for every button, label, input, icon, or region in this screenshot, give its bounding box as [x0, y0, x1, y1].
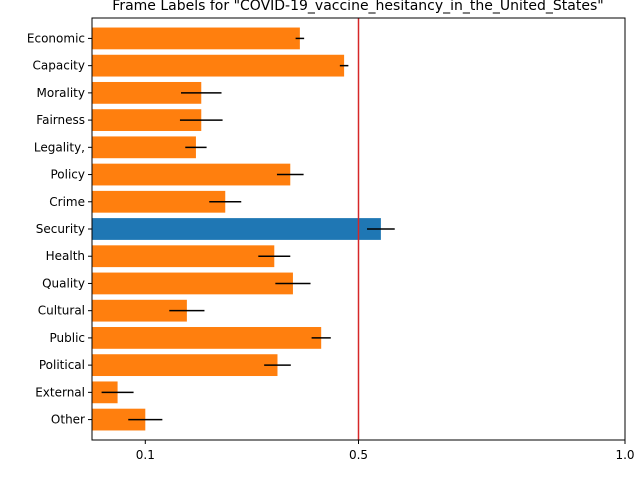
bar-0 [92, 27, 300, 50]
x-tick-label-0: 0.1 [136, 448, 155, 462]
bar-12 [92, 354, 278, 377]
chart-title: Frame Labels for "COVID-19_vaccine_hesit… [112, 0, 603, 14]
bar-11 [92, 327, 322, 349]
bar-8 [92, 245, 275, 268]
bar-9 [92, 272, 293, 295]
y-tick-label-6: Crime [49, 195, 85, 209]
y-tick-label-12: Political [39, 358, 85, 372]
y-tick-label-2: Morality [37, 86, 85, 100]
y-tick-label-13: External [35, 385, 85, 399]
y-tick-label-10: Cultural [38, 304, 85, 318]
bar-5 [92, 163, 291, 186]
bar-1 [92, 54, 345, 77]
bar-10 [92, 299, 187, 322]
bar-7 [92, 218, 381, 240]
axes: Economic Capacity Morality Fairness Legality… [27, 17, 635, 462]
bar-14 [92, 408, 146, 431]
y-tick-label-5: Policy [50, 168, 85, 182]
y-tick-label-11: Public [49, 331, 85, 345]
y-tick-label-9: Quality [42, 276, 85, 290]
bar-6 [92, 190, 226, 213]
y-tick-label-0: Economic [27, 31, 85, 45]
y-tick-label-4: Legality, [34, 140, 85, 154]
y-tick-label-3: Fairness [36, 113, 85, 127]
bar-4 [92, 136, 196, 159]
bars-layer [92, 27, 395, 431]
y-tick-label-1: Capacity [33, 59, 85, 73]
x-tick-label-2: 1.0 [615, 448, 634, 462]
y-tick-label-8: Health [46, 249, 85, 263]
x-tick-label-1: 0.5 [349, 448, 368, 462]
bar-2 [92, 81, 202, 104]
bar-3 [92, 109, 202, 131]
y-tick-label-7: Security [36, 222, 85, 236]
y-tick-label-14: Other [51, 413, 85, 427]
